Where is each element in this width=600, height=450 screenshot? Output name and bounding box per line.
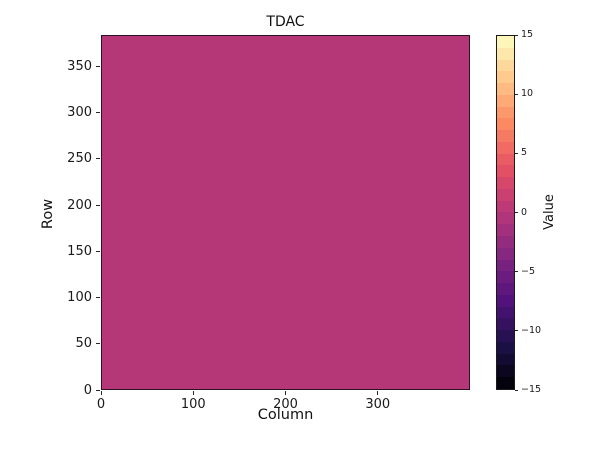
colorbar-band [497, 177, 514, 189]
x-tick-label: 300 [365, 397, 391, 412]
colorbar [496, 35, 515, 390]
colorbar-tick-mark [515, 212, 518, 213]
colorbar-band [497, 330, 514, 342]
colorbar-tick-mark [515, 330, 518, 332]
colorbar-band [497, 318, 514, 331]
x-tick-label: 100 [180, 397, 206, 412]
colorbar-band [497, 365, 514, 378]
x-tick-mark [377, 391, 379, 395]
x-tick-label: 0 [96, 397, 106, 412]
colorbar-band [497, 212, 514, 225]
colorbar-tick-label: −15 [521, 384, 542, 395]
colorbar-band [497, 353, 514, 366]
colorbar-tick-label: 15 [521, 29, 534, 40]
colorbar-band [497, 153, 514, 166]
colorbar-band [497, 59, 514, 72]
colorbar-band [497, 271, 514, 284]
y-tick-label: 50 [75, 336, 92, 352]
y-tick-label: 200 [67, 197, 92, 213]
colorbar-band [497, 283, 514, 295]
colorbar-tick-label: 5 [521, 147, 528, 159]
y-tick-label: 150 [67, 243, 92, 259]
x-tick-mark [192, 391, 194, 395]
y-tick-label: 250 [67, 151, 92, 167]
y-tick-label: 100 [67, 290, 92, 306]
colorbar-band [497, 130, 514, 142]
colorbar-band [497, 247, 514, 260]
colorbar-label: Value [541, 194, 557, 230]
y-tick-mark [96, 343, 100, 345]
colorbar-band [497, 188, 514, 201]
y-tick-mark [96, 204, 100, 206]
y-tick-mark [96, 158, 100, 160]
colorbar-band [497, 236, 514, 248]
colorbar-band [497, 94, 514, 107]
colorbar-tick-label: 10 [521, 88, 534, 100]
heatmap-area [101, 35, 470, 390]
colorbar-tick-mark [515, 152, 518, 154]
colorbar-band [497, 294, 514, 307]
colorbar-band [497, 118, 514, 131]
colorbar-band [497, 71, 514, 84]
colorbar-band [497, 306, 514, 319]
x-axis-label: Column [257, 407, 314, 423]
y-tick-mark [96, 250, 100, 252]
colorbar-band [497, 200, 514, 213]
colorbar-band [497, 377, 514, 389]
y-tick-mark [96, 389, 100, 391]
chart-title: TDAC [266, 14, 305, 30]
y-tick-mark [96, 112, 100, 114]
colorbar-band [497, 141, 514, 154]
colorbar-tick-label: −10 [521, 324, 542, 336]
colorbar-band [497, 259, 514, 272]
colorbar-band [497, 224, 514, 237]
colorbar-band [497, 341, 514, 354]
colorbar-tick-mark [515, 271, 518, 273]
colorbar-band [497, 165, 514, 178]
y-tick-label: 350 [67, 58, 92, 74]
colorbar-band [497, 47, 514, 60]
y-tick-mark [96, 65, 100, 67]
colorbar-band [497, 106, 514, 119]
y-tick-mark [96, 297, 100, 299]
colorbar-tick-label: 0 [521, 206, 528, 218]
y-tick-label: 300 [67, 105, 92, 121]
colorbar-band [497, 83, 514, 95]
colorbar-tick-mark [515, 93, 518, 95]
x-tick-mark [285, 391, 286, 395]
y-tick-label: 0 [83, 382, 92, 398]
colorbar-tick-mark [515, 389, 518, 391]
x-tick-label: 200 [273, 397, 298, 412]
x-tick-mark [100, 391, 102, 395]
y-axis-label: Row [40, 198, 56, 230]
colorbar-tick-label: −5 [521, 265, 536, 277]
colorbar-band [497, 36, 514, 48]
colorbar-tick-mark [515, 34, 518, 36]
